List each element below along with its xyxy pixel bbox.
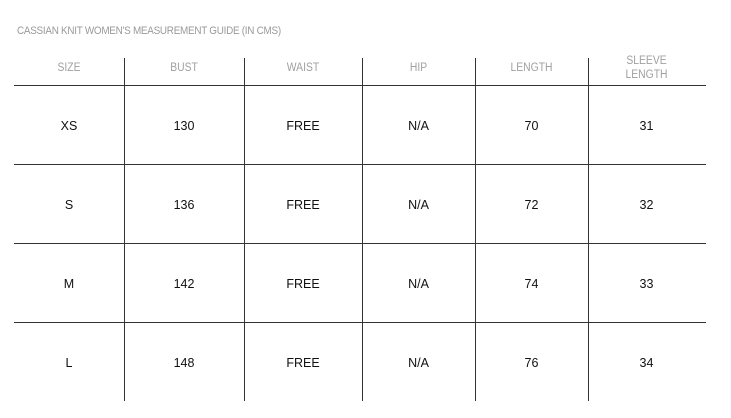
table-cell: 136	[173, 197, 195, 212]
table-cell: XS	[60, 118, 78, 133]
table-cell: M	[63, 276, 75, 291]
row-divider	[14, 164, 706, 165]
column-divider	[588, 58, 589, 401]
table-cell: FREE	[286, 355, 320, 370]
table-cell: FREE	[286, 197, 320, 212]
table-cell: S	[64, 197, 74, 212]
table-cell: 33	[639, 276, 654, 291]
table-cell: N/A	[408, 276, 429, 291]
row-divider	[14, 322, 706, 323]
table-cell: 74	[524, 276, 539, 291]
table-cell: FREE	[286, 276, 320, 291]
table-cell: L	[65, 355, 73, 370]
row-divider	[14, 85, 706, 86]
table-cell: 70	[524, 118, 539, 133]
table-cell: FREE	[286, 118, 320, 133]
column-divider	[362, 58, 363, 401]
column-header: SLEEVE LENGTH	[625, 55, 668, 81]
table-cell: 34	[639, 355, 654, 370]
table-cell: 148	[173, 355, 195, 370]
column-divider	[244, 58, 245, 401]
table-cell: 32	[639, 197, 654, 212]
table-cell: 31	[639, 118, 654, 133]
table-cell: 76	[524, 355, 539, 370]
table-cell: N/A	[408, 197, 429, 212]
row-divider	[14, 243, 706, 244]
column-header: WAIST	[286, 62, 320, 74]
table-cell: N/A	[408, 118, 429, 133]
table-cell: 142	[173, 276, 195, 291]
table-cell: 130	[173, 118, 195, 133]
column-header: HIP	[409, 62, 428, 74]
column-divider	[124, 58, 125, 401]
column-header: SIZE	[57, 62, 81, 74]
table-cell: N/A	[408, 355, 429, 370]
column-header: BUST	[170, 62, 198, 74]
table-cell: 72	[524, 197, 539, 212]
page-title: CASSIAN KNIT WOMEN'S MEASUREMENT GUIDE (…	[17, 25, 281, 37]
column-divider	[475, 58, 476, 401]
column-header: LENGTH	[510, 62, 553, 74]
